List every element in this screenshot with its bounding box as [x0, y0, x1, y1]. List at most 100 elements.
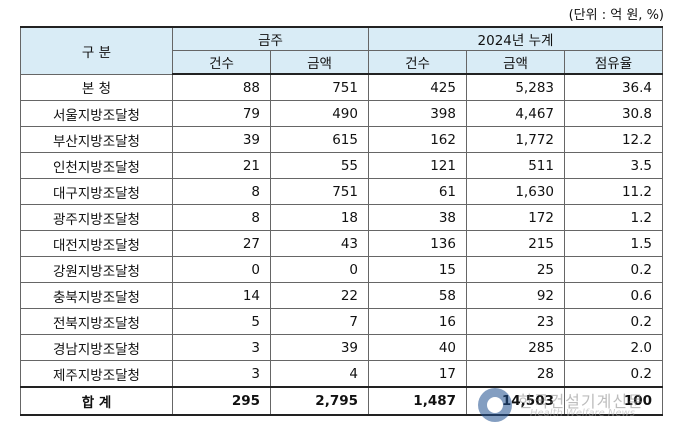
total-label: 합 계 [20, 386, 173, 416]
week-count-cell: 0 [172, 256, 271, 283]
week-amount-cell: 751 [270, 178, 369, 205]
header-group-cumulative: 2024년 누계 [368, 26, 663, 51]
office-name-cell: 인천지방조달청 [20, 152, 173, 179]
cum-amount-cell: 23 [466, 308, 565, 335]
cum-amount-cell: 172 [466, 204, 565, 231]
cum-amount-cell: 1,630 [466, 178, 565, 205]
share-cell: 2.0 [564, 334, 663, 361]
week-amount-cell: 615 [270, 126, 369, 153]
header-row-2: 건수 금액 건수 금액 점유율 [21, 50, 663, 75]
total-row: 합 계 295 2,795 1,487 14,503 100 [20, 386, 663, 416]
table-row: 부산지방조달청 39 615 162 1,772 12.2 [20, 126, 663, 153]
office-name-cell: 대구지방조달청 [20, 178, 173, 205]
cum-amount-cell: 14,503 [466, 386, 565, 416]
table-row: 대전지방조달청 27 43 136 215 1.5 [20, 230, 663, 257]
week-count-cell: 21 [172, 152, 271, 179]
cum-count-cell: 398 [368, 100, 467, 127]
week-amount-cell: 2,795 [270, 386, 369, 416]
week-amount-cell: 490 [270, 100, 369, 127]
header-cum-amount: 금액 [466, 50, 565, 75]
week-amount-cell: 4 [270, 360, 369, 388]
week-count-cell: 295 [172, 386, 271, 416]
week-amount-cell: 0 [270, 256, 369, 283]
week-count-cell: 88 [172, 73, 271, 101]
cum-amount-cell: 4,467 [466, 100, 565, 127]
cum-count-cell: 40 [368, 334, 467, 361]
share-cell: 11.2 [564, 178, 663, 205]
office-name-cell: 광주지방조달청 [20, 204, 173, 231]
cum-amount-cell: 92 [466, 282, 565, 309]
share-cell: 0.6 [564, 282, 663, 309]
week-count-cell: 27 [172, 230, 271, 257]
table-row: 광주지방조달청 8 18 38 172 1.2 [20, 204, 663, 231]
cum-amount-cell: 28 [466, 360, 565, 388]
header-week-amount: 금액 [270, 50, 369, 75]
week-count-cell: 39 [172, 126, 271, 153]
week-amount-cell: 55 [270, 152, 369, 179]
share-cell: 0.2 [564, 360, 663, 388]
office-name-cell: 전북지방조달청 [20, 308, 173, 335]
cum-count-cell: 15 [368, 256, 467, 283]
cum-amount-cell: 5,283 [466, 73, 565, 101]
cum-count-cell: 16 [368, 308, 467, 335]
cum-amount-cell: 25 [466, 256, 565, 283]
cum-count-cell: 425 [368, 73, 467, 101]
procurement-table: 구 분 금주 2024년 누계 건수 금액 건수 금액 점유율 본 청 88 751… [20, 26, 663, 416]
share-cell: 0.2 [564, 256, 663, 283]
week-amount-cell: 43 [270, 230, 369, 257]
week-count-cell: 8 [172, 204, 271, 231]
cum-count-cell: 121 [368, 152, 467, 179]
week-amount-cell: 18 [270, 204, 369, 231]
cum-amount-cell: 215 [466, 230, 565, 257]
week-count-cell: 14 [172, 282, 271, 309]
cum-count-cell: 58 [368, 282, 467, 309]
cum-count-cell: 136 [368, 230, 467, 257]
share-cell: 36.4 [564, 73, 663, 101]
office-name-cell: 본 청 [20, 73, 173, 101]
table-row: 전북지방조달청 5 7 16 23 0.2 [20, 308, 663, 335]
office-name-cell: 경남지방조달청 [20, 334, 173, 361]
week-count-cell: 5 [172, 308, 271, 335]
share-cell: 12.2 [564, 126, 663, 153]
header-cum-count: 건수 [368, 50, 467, 75]
share-cell: 1.2 [564, 204, 663, 231]
share-cell: 30.8 [564, 100, 663, 127]
office-name-cell: 대전지방조달청 [20, 230, 173, 257]
week-amount-cell: 39 [270, 334, 369, 361]
office-name-cell: 제주지방조달청 [20, 360, 173, 388]
table-row: 인천지방조달청 21 55 121 511 3.5 [20, 152, 663, 179]
table-row: 충북지방조달청 14 22 58 92 0.6 [20, 282, 663, 309]
cum-count-cell: 162 [368, 126, 467, 153]
cum-amount-cell: 285 [466, 334, 565, 361]
cum-count-cell: 17 [368, 360, 467, 388]
header-share: 점유율 [564, 50, 663, 75]
week-count-cell: 8 [172, 178, 271, 205]
header-category: 구 분 [20, 26, 173, 75]
header-row-1: 구 분 금주 2024년 누계 [20, 26, 663, 75]
week-amount-cell: 751 [270, 73, 369, 101]
header-week-count: 건수 [172, 50, 271, 75]
table-body: 본 청 88 751 425 5,283 36.4 서울지방조달청 79 490 398 4,467… [20, 73, 663, 416]
week-amount-cell: 22 [270, 282, 369, 309]
cum-count-cell: 38 [368, 204, 467, 231]
office-name-cell: 강원지방조달청 [20, 256, 173, 283]
share-cell: 0.2 [564, 308, 663, 335]
office-name-cell: 서울지방조달청 [20, 100, 173, 127]
table-row: 제주지방조달청 3 4 17 28 0.2 [20, 360, 663, 388]
office-name-cell: 부산지방조달청 [20, 126, 173, 153]
week-amount-cell: 7 [270, 308, 369, 335]
office-name-cell: 충북지방조달청 [20, 282, 173, 309]
table-row: 경남지방조달청 3 39 40 285 2.0 [20, 334, 663, 361]
table-row: 강원지방조달청 0 0 15 25 0.2 [20, 256, 663, 283]
cum-amount-cell: 1,772 [466, 126, 565, 153]
share-cell: 1.5 [564, 230, 663, 257]
week-count-cell: 3 [172, 334, 271, 361]
table-row: 본 청 88 751 425 5,283 36.4 [20, 73, 663, 101]
week-count-cell: 79 [172, 100, 271, 127]
unit-note: (단위 : 억 원, %) [568, 8, 664, 23]
header-group-week: 금주 [172, 26, 369, 51]
share-cell: 100 [564, 386, 663, 416]
cum-count-cell: 1,487 [368, 386, 467, 416]
table-row: 대구지방조달청 8 751 61 1,630 11.2 [20, 178, 663, 205]
cum-amount-cell: 511 [466, 152, 565, 179]
